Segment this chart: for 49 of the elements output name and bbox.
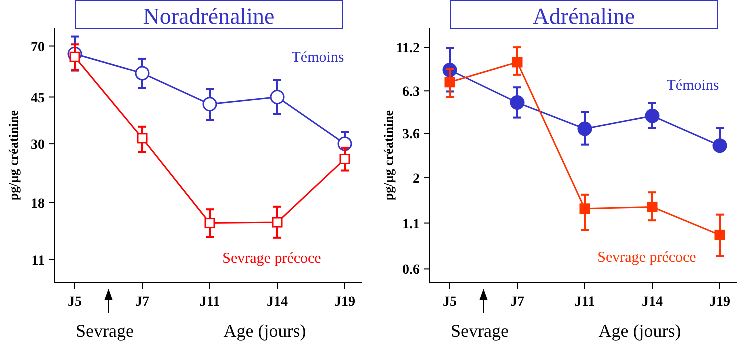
point bbox=[202, 97, 218, 112]
point bbox=[444, 77, 456, 88]
point bbox=[340, 154, 350, 164]
point bbox=[714, 230, 726, 240]
x-tick-label: J14 bbox=[267, 295, 288, 310]
point bbox=[137, 133, 148, 144]
point bbox=[578, 122, 592, 136]
y-tick-label: 1.1 bbox=[402, 217, 420, 232]
y-tick-label: 11 bbox=[32, 254, 45, 269]
x-tick-label: J7 bbox=[136, 295, 150, 310]
x-tick-label: J19 bbox=[710, 295, 730, 310]
x-tick-label: J7 bbox=[510, 295, 524, 310]
point bbox=[512, 57, 523, 68]
x-tick-label: J11 bbox=[200, 295, 220, 310]
series-label: Sevrage précoce bbox=[598, 250, 697, 266]
series-label: Témoins bbox=[292, 50, 344, 66]
y-tick-label: 2 bbox=[413, 172, 420, 188]
y-tick-label: 0.6 bbox=[402, 263, 420, 278]
y-axis-title: pg/µg créatinine bbox=[6, 110, 21, 201]
y-tick-label: 11.2 bbox=[396, 42, 420, 57]
point bbox=[272, 217, 283, 228]
chart-title: Adrénaline bbox=[532, 4, 636, 29]
text: Sevrage bbox=[76, 321, 134, 341]
y-tick-label: 6.3 bbox=[402, 85, 420, 100]
y-tick-label: 3.6 bbox=[402, 128, 420, 143]
text: Sevrage bbox=[451, 321, 509, 341]
series-label: Sevrage précoce bbox=[222, 251, 322, 267]
y-tick-label: 45 bbox=[31, 91, 45, 106]
series-label: Témoins bbox=[666, 78, 720, 94]
point bbox=[510, 96, 525, 110]
point bbox=[204, 218, 216, 229]
x-tick-label: J5 bbox=[68, 295, 82, 310]
x-tick-label: J11 bbox=[574, 295, 596, 310]
x-tick-label: J14 bbox=[642, 295, 663, 310]
y-axis-title: pg/µg créatinine bbox=[381, 110, 396, 201]
point bbox=[270, 90, 285, 105]
x-axis-title: Age (jours) bbox=[598, 321, 682, 341]
y-tick-label: 18 bbox=[31, 197, 45, 212]
x-axis-title: Age (jours) bbox=[224, 321, 306, 341]
point bbox=[647, 202, 658, 212]
y-tick-label: 30 bbox=[31, 138, 45, 154]
x-tick-label: J5 bbox=[443, 295, 457, 310]
point bbox=[645, 108, 660, 124]
point bbox=[580, 204, 590, 214]
chart-title: Noradrénaline bbox=[143, 4, 275, 29]
point bbox=[135, 66, 150, 81]
point bbox=[712, 138, 728, 154]
x-tick-label: J19 bbox=[334, 295, 356, 310]
y-tick-label: 70 bbox=[31, 40, 45, 56]
